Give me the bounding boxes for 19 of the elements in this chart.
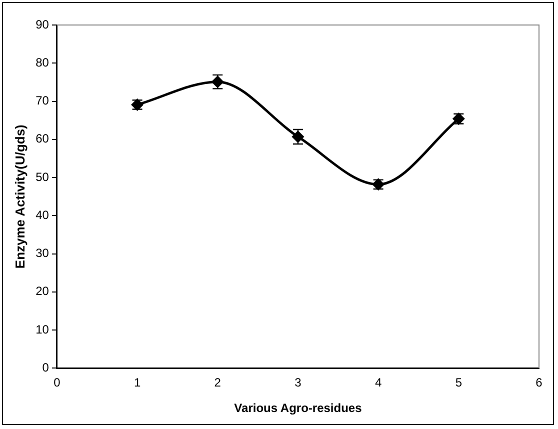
x-tick-label: 2	[214, 376, 222, 390]
y-tick-label: 20	[36, 284, 50, 298]
y-tick-label: 10	[36, 322, 50, 336]
y-tick-label: 90	[36, 17, 50, 32]
y-tick-label: 60	[36, 132, 50, 146]
y-tick-label: 40	[36, 208, 50, 222]
y-tick-label: 0	[42, 360, 50, 375]
y-tick-label: 70	[36, 94, 50, 108]
y-axis-title: Enzyme Activity(U/gds)	[12, 124, 28, 269]
y-tick-label: 80	[36, 55, 50, 70]
y-tick-label: 50	[36, 170, 50, 184]
x-axis-title: Various Agro-residues	[234, 401, 362, 416]
x-tick-label: 3	[294, 376, 302, 390]
x-tick-label: 6	[536, 376, 543, 390]
y-tick-label: 30	[36, 246, 50, 260]
x-tick-label: 5	[455, 376, 462, 390]
x-tick-label: 1	[134, 376, 141, 390]
x-tick-label: 0	[54, 376, 61, 390]
x-tick-label: 4	[374, 376, 382, 390]
